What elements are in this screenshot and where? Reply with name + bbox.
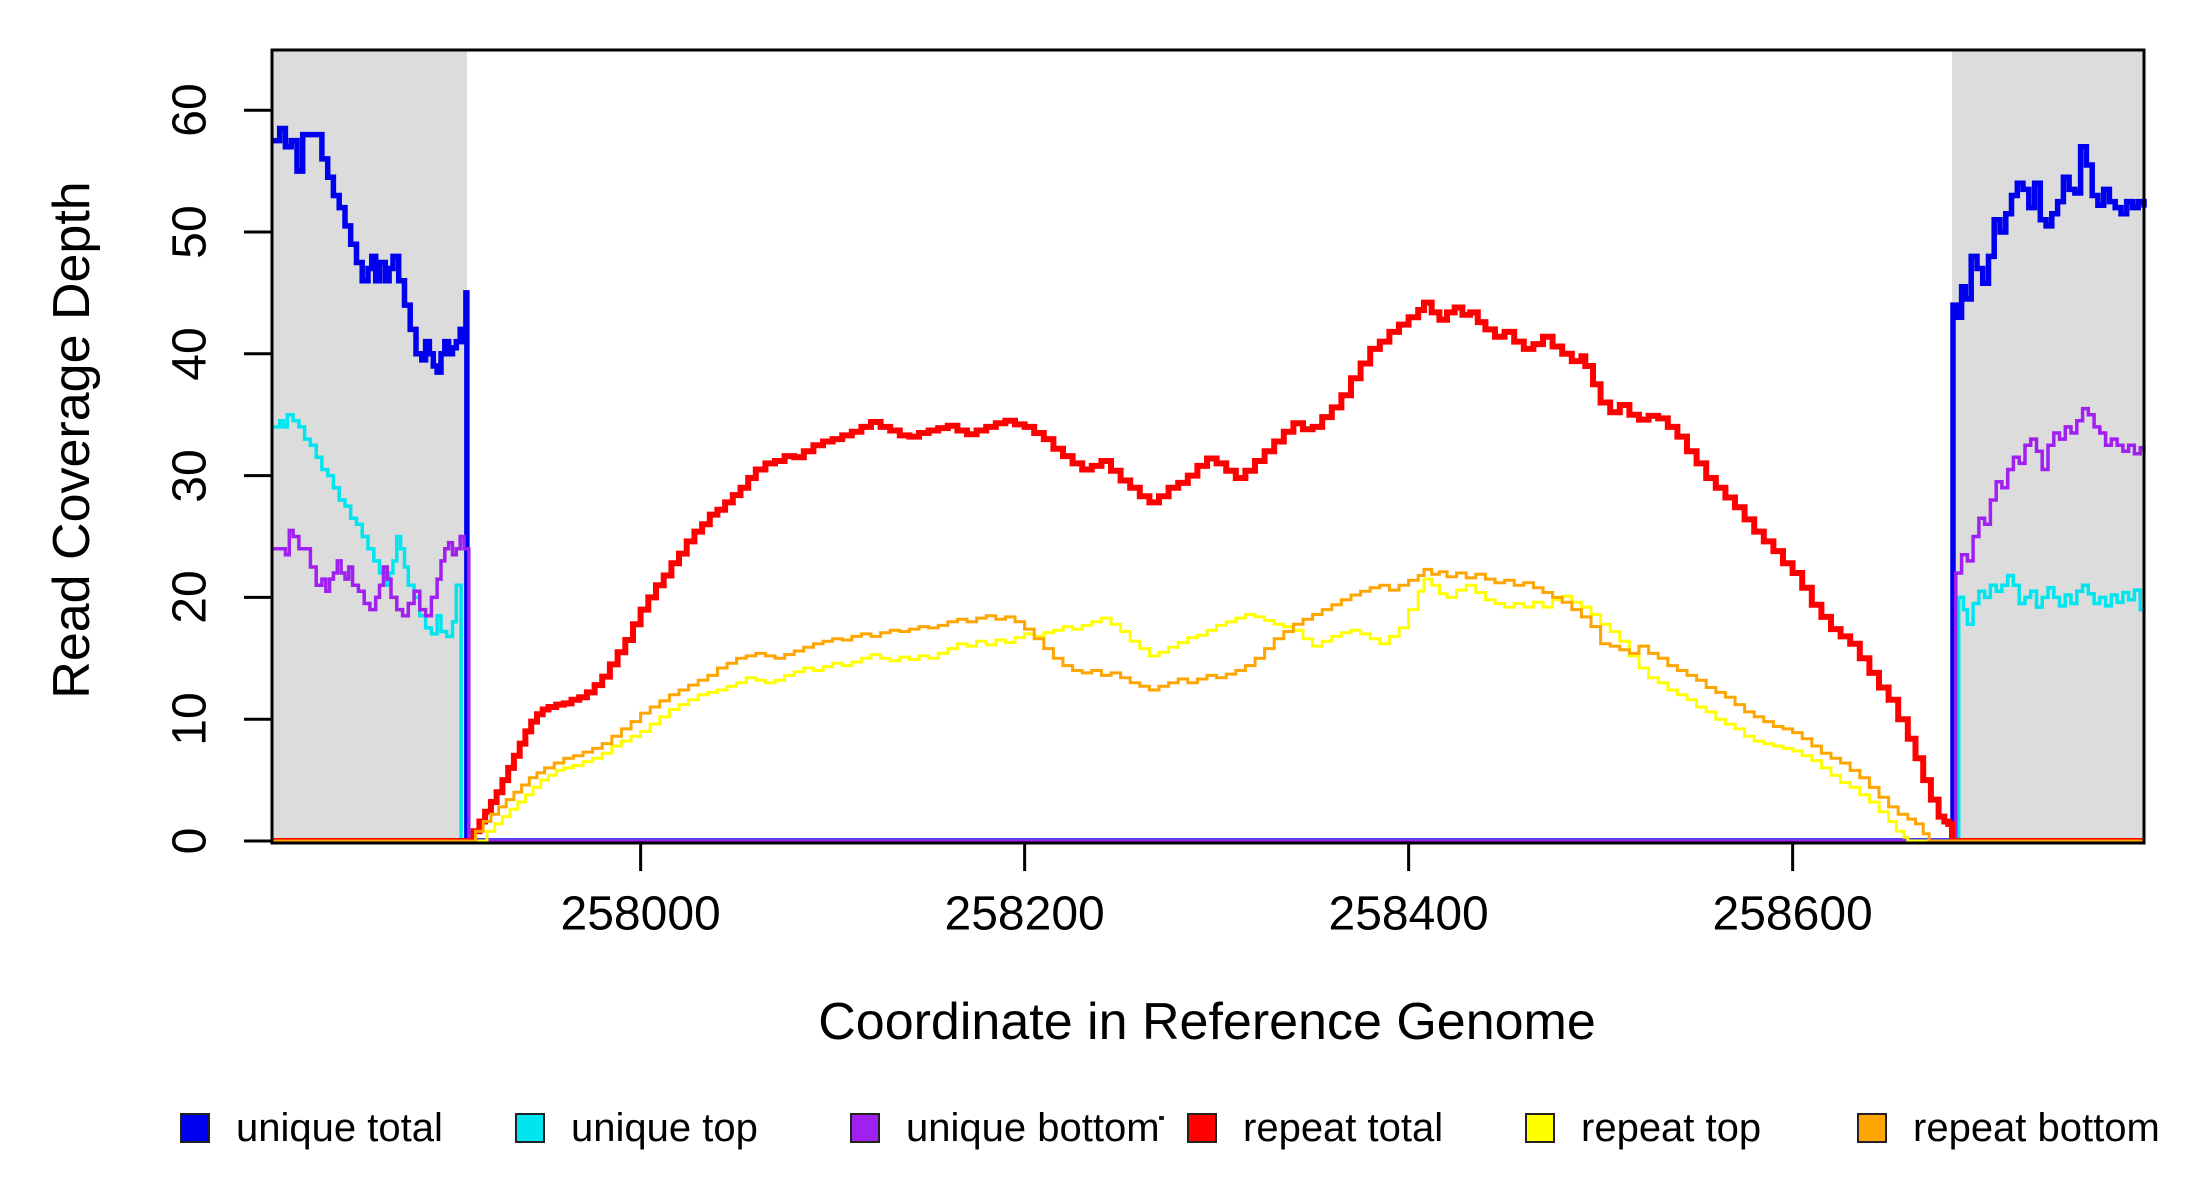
- legend-swatch-unique-top: [515, 1113, 545, 1143]
- y-tick-label-0: 0: [163, 827, 217, 855]
- legend-label-repeat-total: repeat total: [1243, 1105, 1444, 1150]
- legend-swatch-repeat-bottom: [1857, 1113, 1887, 1143]
- series-repeat-top: [272, 577, 2144, 843]
- y-tick-label-40: 40: [163, 327, 217, 381]
- legend-swatch-unique-total: [180, 1113, 210, 1143]
- legend-swatch-repeat-top: [1525, 1113, 1555, 1143]
- legend-item-repeat-bottom: repeat bottom: [1857, 1105, 2160, 1150]
- x-tick-label-258400: 258400: [1328, 887, 1489, 941]
- legend-label-repeat-bottom: repeat bottom: [1913, 1105, 2160, 1150]
- legend-label-unique-total: unique total: [236, 1105, 443, 1150]
- y-tick-label-10: 10: [163, 692, 217, 746]
- legend-item-unique-total: unique total: [180, 1105, 443, 1150]
- legend-label-unique-bottom: unique bottom: [906, 1105, 1160, 1150]
- y-tick-label-50: 50: [163, 205, 217, 259]
- legend-swatch-repeat-total: [1187, 1113, 1217, 1143]
- x-tick-label-258200: 258200: [944, 887, 1105, 941]
- series-unique-top: [272, 412, 2146, 843]
- legend-label-unique-top: unique top: [571, 1105, 758, 1150]
- y-tick-label-60: 60: [163, 83, 217, 137]
- y-tick-label-20: 20: [163, 570, 217, 625]
- y-axis-title: Read Coverage Depth: [43, 181, 101, 699]
- x-tick-label-258600: 258600: [1712, 887, 1873, 941]
- legend-item-repeat-top: repeat top: [1525, 1105, 1762, 1150]
- legend-swatch-unique-bottom: [850, 1113, 880, 1143]
- y-tick-label-30: 30: [163, 448, 217, 503]
- series-unique-total: [272, 125, 2147, 844]
- series-repeat-bottom: [272, 567, 2144, 843]
- legend-label-repeat-top: repeat top: [1581, 1105, 1762, 1150]
- series-repeat-total: [272, 299, 2144, 844]
- unique-region-left: [272, 50, 467, 843]
- series-unique-bottom: [272, 406, 2146, 843]
- legend-item-unique-top: unique top: [515, 1105, 758, 1150]
- plot-box: [270, 48, 2146, 845]
- legend-item-repeat-total: repeat total: [1187, 1105, 1444, 1150]
- legend-item-unique-bottom: unique bottom: [850, 1105, 1160, 1150]
- x-tick-label-258000: 258000: [560, 887, 721, 941]
- stray-dot: [1159, 1116, 1164, 1120]
- x-axis-title: Coordinate in Reference Genome: [818, 993, 1596, 1051]
